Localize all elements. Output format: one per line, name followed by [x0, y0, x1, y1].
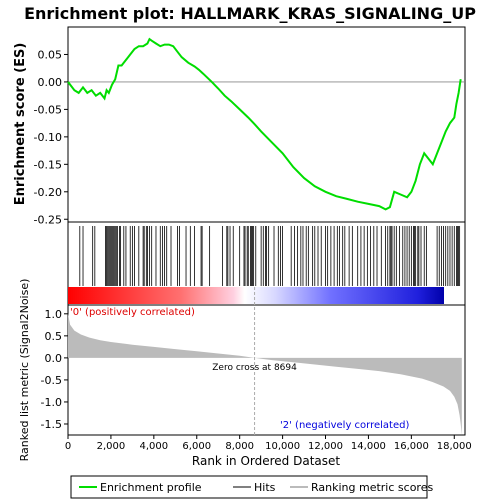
es-y-ticks: -0.25 -0.20 -0.15 -0.10 -0.05 0.00 0.05	[34, 48, 68, 226]
x-tick-label: 12,000	[308, 441, 343, 452]
x-tick-label: 16,000	[394, 441, 429, 452]
es-y-tick-label: -0.05	[34, 103, 62, 116]
es-y-tick-label: -0.20	[34, 186, 62, 199]
x-ticks: 0 2,000 4,000 6,000 8,000 10,000 12,000 14,000 1…	[65, 435, 472, 452]
metric-y-tick-label: -0.5	[41, 374, 62, 387]
x-tick-label: 0	[65, 441, 71, 452]
chart-title: Enrichment plot: HALLMARK_KRAS_SIGNALING…	[24, 4, 476, 23]
metric-y-tick-label: -1.5	[41, 418, 62, 431]
es-y-tick-label: -0.15	[34, 158, 62, 171]
x-tick-label: 6,000	[182, 441, 211, 452]
es-y-tick-label: 0.05	[38, 48, 63, 61]
metric-y-tick-label: 0.5	[45, 330, 63, 343]
legend-enrichment-label: Enrichment profile	[100, 481, 202, 494]
negative-correlation-label: '2' (negatively correlated)	[280, 420, 409, 431]
hits-panel	[67, 221, 466, 306]
metric-y-tick-label: -1.0	[41, 396, 62, 409]
es-y-tick-label: -0.10	[34, 131, 62, 144]
x-axis-label: Rank in Ordered Dataset	[192, 454, 340, 468]
hit-lines	[79, 226, 461, 286]
x-tick-label: 8,000	[225, 441, 254, 452]
x-tick-label: 18,000	[437, 441, 472, 452]
rank-color-bar	[68, 287, 444, 304]
zero-cross-label: Zero cross at 8694	[212, 363, 297, 373]
es-y-tick-label: -0.25	[34, 213, 62, 226]
es-y-axis-label: Enrichment score (ES)	[13, 43, 28, 206]
es-panel: -0.25 -0.20 -0.15 -0.10 -0.05 0.00 0.05 Enrich…	[13, 26, 466, 226]
legend-hits-label: Hits	[254, 481, 276, 494]
x-tick-label: 4,000	[140, 441, 169, 452]
metric-y-axis-label: Ranked list metric (Signal2Noise)	[18, 279, 31, 462]
es-y-tick-label: 0.00	[38, 76, 63, 89]
metric-y-tick-label: 1.0	[45, 308, 63, 321]
x-tick-label: 14,000	[351, 441, 386, 452]
legend-metric-label: Ranking metric scores	[311, 481, 433, 494]
metric-panel: -1.5 -1.0 -0.5 0.0 0.5 1.0 Zero cross at 8694…	[18, 279, 472, 468]
metric-y-ticks: -1.5 -1.0 -0.5 0.0 0.5 1.0	[41, 308, 68, 431]
enrichment-profile-line	[67, 37, 462, 211]
metric-y-tick-label: 0.0	[45, 352, 63, 365]
es-panel-frame	[67, 26, 466, 223]
positive-correlation-label: '0' (positively correlated)	[70, 307, 195, 318]
x-tick-label: 10,000	[265, 441, 300, 452]
legend: Enrichment profile Hits Ranking metric s…	[70, 475, 433, 499]
x-tick-label: 2,000	[97, 441, 126, 452]
